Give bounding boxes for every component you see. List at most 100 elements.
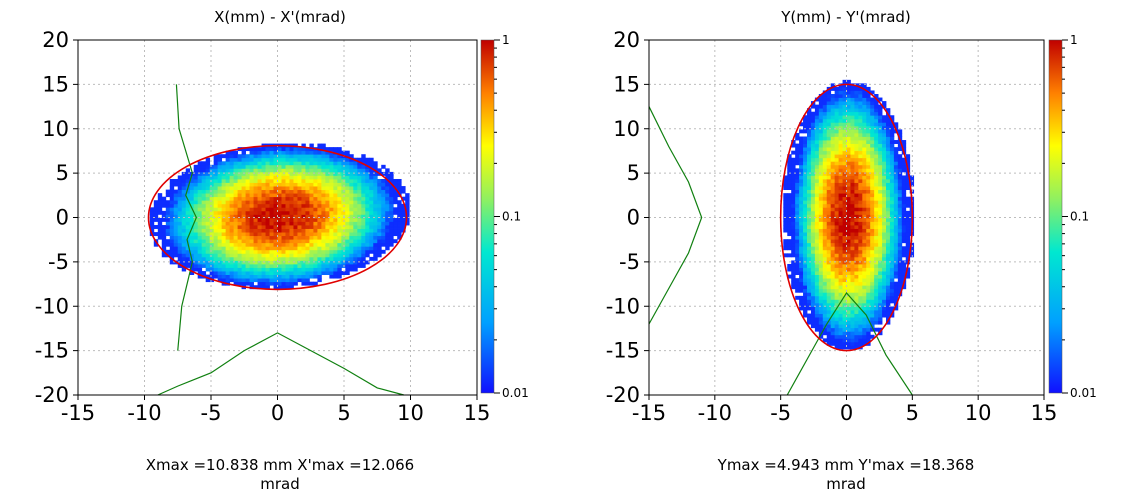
heatmap-cell bbox=[189, 189, 195, 194]
heatmap-cell bbox=[217, 175, 223, 180]
heatmap-cell bbox=[201, 242, 207, 247]
heatmap-cell bbox=[369, 175, 374, 180]
heatmap-cell bbox=[874, 189, 879, 194]
heatmap-cell bbox=[818, 228, 824, 233]
heatmap-cell bbox=[301, 200, 306, 205]
heatmap-cell bbox=[889, 196, 895, 201]
heatmap-cell bbox=[161, 228, 167, 233]
heatmap-cell bbox=[353, 246, 358, 251]
heatmap-cell bbox=[249, 186, 254, 191]
heatmap-cell bbox=[846, 207, 851, 212]
heatmap-cell bbox=[181, 193, 187, 198]
heatmap-cell bbox=[838, 164, 843, 169]
heatmap-cell bbox=[261, 164, 266, 169]
heatmap-cell bbox=[209, 175, 215, 180]
heatmap-cell bbox=[889, 278, 895, 283]
heatmap-cell bbox=[257, 225, 262, 229]
heatmap-cell bbox=[373, 193, 378, 198]
heatmap-cell bbox=[181, 228, 187, 233]
heatmap-cell bbox=[889, 143, 895, 148]
heatmap-cell bbox=[181, 239, 187, 244]
heatmap-cell bbox=[822, 147, 828, 152]
heatmap-cell bbox=[169, 189, 175, 194]
heatmap-cell bbox=[393, 239, 398, 244]
heatmap-cell bbox=[850, 193, 855, 198]
heatmap-cell bbox=[866, 281, 871, 286]
heatmap-cell bbox=[365, 178, 370, 183]
heatmap-cell bbox=[373, 249, 378, 254]
heatmap-cell bbox=[858, 161, 863, 166]
heatmap-cell bbox=[369, 239, 374, 244]
heatmap-cell bbox=[333, 267, 338, 272]
heatmap-cell bbox=[365, 161, 370, 166]
heatmap-cell bbox=[878, 178, 883, 183]
heatmap-cell bbox=[807, 129, 812, 134]
heatmap-cell bbox=[830, 154, 836, 159]
heatmap-cell bbox=[365, 228, 370, 233]
heatmap-cell bbox=[810, 306, 816, 311]
heatmap-cell bbox=[377, 242, 382, 247]
heatmap-cell bbox=[349, 263, 354, 268]
heatmap-cell bbox=[866, 285, 871, 290]
heatmap-cell bbox=[862, 178, 867, 183]
heatmap-cell bbox=[349, 175, 354, 180]
heatmap-cell bbox=[842, 331, 847, 336]
heatmap-cell bbox=[173, 235, 179, 240]
heatmap-cell bbox=[221, 217, 227, 222]
heatmap-cell bbox=[301, 232, 306, 237]
heatmap-cell bbox=[870, 108, 875, 113]
heatmap-cell bbox=[854, 210, 859, 215]
heatmap-cell bbox=[393, 196, 398, 201]
heatmap-cell bbox=[257, 274, 262, 279]
heatmap-cell bbox=[889, 115, 895, 120]
heatmap-cell bbox=[830, 278, 836, 283]
heatmap-cell bbox=[842, 310, 847, 314]
heatmap-cell bbox=[795, 288, 800, 293]
y-tick-label: -20 bbox=[606, 383, 640, 407]
heatmap-cell bbox=[810, 150, 816, 155]
heatmap-cell bbox=[213, 196, 219, 201]
heatmap-cell bbox=[369, 200, 374, 205]
heatmap-cell bbox=[842, 94, 847, 98]
heatmap-cell bbox=[265, 186, 270, 191]
heatmap-cell bbox=[325, 157, 330, 162]
heatmap-cell bbox=[209, 260, 215, 265]
heatmap-cell bbox=[878, 274, 883, 279]
heatmap-cell bbox=[866, 327, 871, 332]
heatmap-cell bbox=[261, 263, 266, 268]
heatmap-cell bbox=[293, 178, 298, 183]
heatmap-cell bbox=[281, 147, 286, 152]
heatmap-cell bbox=[882, 104, 887, 109]
heatmap-cell bbox=[173, 178, 179, 183]
heatmap-cell bbox=[810, 278, 816, 283]
heatmap-cell bbox=[337, 178, 342, 183]
heatmap-cell bbox=[799, 249, 804, 254]
heatmap-cell bbox=[309, 281, 314, 286]
heatmap-cell bbox=[161, 210, 167, 215]
heatmap-cell bbox=[803, 171, 808, 176]
heatmap-cell bbox=[826, 281, 832, 286]
heatmap-cell bbox=[169, 246, 175, 251]
heatmap-cell bbox=[357, 196, 362, 201]
heatmap-cell bbox=[313, 157, 318, 162]
heatmap-cell bbox=[153, 217, 159, 222]
heatmap-cell bbox=[265, 263, 270, 268]
heatmap-cell bbox=[357, 239, 362, 244]
heatmap-cell bbox=[830, 132, 836, 137]
heatmap-cell bbox=[345, 182, 350, 187]
heatmap-cell bbox=[897, 193, 903, 198]
heatmap-cell bbox=[846, 182, 851, 187]
heatmap-cell bbox=[285, 196, 290, 201]
heatmap-cell bbox=[297, 260, 302, 265]
heatmap-cell bbox=[353, 217, 358, 222]
heatmap-cell bbox=[197, 253, 203, 258]
heatmap-cell bbox=[341, 271, 346, 276]
heatmap-cell bbox=[317, 203, 322, 208]
heatmap-cell bbox=[822, 260, 828, 265]
heatmap-cell bbox=[830, 136, 836, 141]
heatmap-cell bbox=[814, 161, 820, 166]
heatmap-cell bbox=[803, 200, 808, 205]
heatmap-cell bbox=[791, 157, 796, 162]
heatmap-cell bbox=[882, 118, 887, 123]
heatmap-cell bbox=[795, 189, 800, 194]
